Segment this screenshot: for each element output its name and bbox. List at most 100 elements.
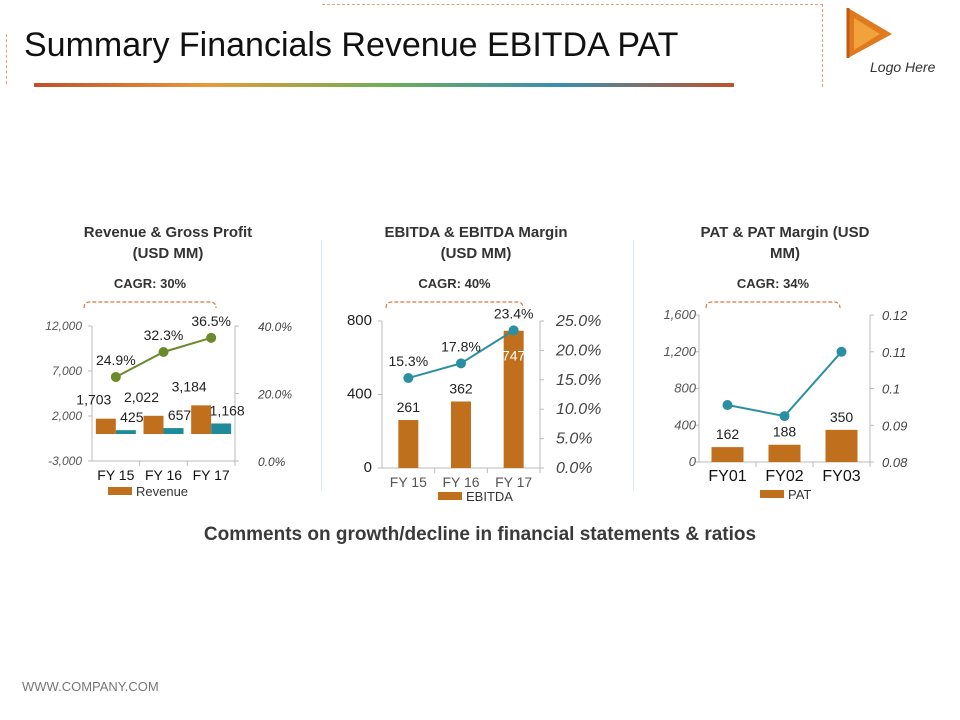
bar-value-label: 1,703 [76,392,111,408]
revenue-chart: Revenue & Gross Profit (USD MM) CAGR: 30% 1… [20,218,310,523]
y2-tick-label: 0.1 [882,382,900,397]
chart-title: MM) [770,245,800,262]
bar-value-label: 425 [120,409,144,425]
y-tick-label: 1,600 [663,307,696,322]
y-tick-label: 12,000 [45,319,82,333]
y-tick-label: 2,000 [51,409,82,423]
bar [503,330,524,468]
y2-tick-label: 0.11 [882,345,906,360]
y-tick-label: 0 [364,459,372,476]
bar-value-label: 1,168 [210,402,245,418]
pat-chart: PAT & PAT Margin (USD MM) CAGR: 34% 1,600 1,… [640,218,940,523]
title-underline [34,83,734,87]
y2-tick-label: 20.0% [555,342,601,359]
x-tick-label: FY 15 [97,467,134,483]
margin-point [836,346,847,357]
y2-tick-label: 40.0% [258,320,292,334]
margin-point [456,358,466,369]
cagr-label: CAGR: 30% [114,276,187,291]
margin-label: 36.5% [191,313,231,329]
x-tick-label: FY 17 [193,467,230,483]
bar-value-label: 261 [397,399,421,415]
y-tick-label: 1,200 [663,344,696,359]
legend-label: Revenue [136,484,188,499]
header-frame-left [6,34,9,84]
legend-swatch [760,490,784,498]
chart-title: (USD MM) [133,245,204,262]
bar [711,447,744,462]
margin-point [403,373,414,384]
x-tick-label: FY 15 [390,474,427,490]
y-tick-label: 0 [689,454,697,469]
bar-value-label: 188 [773,424,797,440]
bar-value-label: 747 [502,348,526,364]
footer-url: WWW.COMPANY.COM [22,679,159,694]
bar [163,428,184,434]
chart-title: Revenue & Gross Profit [84,224,252,241]
pat-chart-svg: PAT & PAT Margin (USD MM) CAGR: 34% 1,600 1,… [663,224,908,502]
cagr-label: CAGR: 34% [737,276,810,291]
bar-value-label: 657 [168,407,192,423]
x-tick-label: FY 17 [495,474,532,490]
margin-point [779,411,790,422]
y2-tick-label: 0.0% [258,455,286,469]
margin-point [508,325,519,336]
bar-value-label: 350 [830,409,854,425]
y-tick-label: 400 [674,417,696,432]
bar [115,430,136,434]
chart-divider [633,240,634,490]
y2-tick-label: 25.0% [555,313,601,330]
bar [398,420,419,468]
revenue-chart-svg: Revenue & Gross Profit (USD MM) CAGR: 30% 1… [45,224,292,499]
logo-text: Logo Here [870,59,936,75]
y2-tick-label: 0.12 [882,308,908,323]
bar [191,405,212,434]
x-tick-label: FY01 [708,468,746,485]
bar [451,401,471,468]
comment-text: Comments on growth/decline in financial … [203,524,757,545]
bar-value-label: 362 [449,380,473,396]
margin-label: 24.9% [96,352,136,368]
legend-swatch [438,492,462,500]
y2-tick-label: 5.0% [556,431,592,448]
bar [768,444,801,462]
bar [825,429,858,462]
margin-point [158,346,169,357]
margin-label: 32.3% [144,327,184,343]
legend-swatch [108,487,132,495]
y2-tick-label: 10.0% [556,401,601,418]
bar [95,418,116,434]
cagr-brace [385,301,524,309]
logo-icon [846,8,892,58]
bar [143,415,164,434]
chart-title: EBITDA & EBITDA Margin [384,224,567,241]
margin-line [727,351,843,418]
chart-divider [321,240,322,490]
cagr-label: CAGR: 40% [418,276,491,291]
y-tick-label: 800 [347,312,372,329]
cagr-brace [705,301,841,309]
margin-point [206,332,217,343]
legend-label: EBITDA [466,489,513,504]
bar-value-label: 2,022 [124,389,159,405]
x-tick-label: FY 16 [442,474,479,490]
margin-label: 23.4% [494,305,534,321]
margin-label: 17.8% [441,338,481,354]
y-tick-label: -3,000 [48,454,82,468]
x-tick-label: FY 16 [145,467,182,483]
bar [211,423,232,434]
ebitda-chart: EBITDA & EBITDA Margin (USD MM) CAGR: 40% 8… [330,218,630,523]
y2-tick-label: 20.0% [257,388,292,402]
ebitda-chart-svg: EBITDA & EBITDA Margin (USD MM) CAGR: 40% 8… [347,224,601,504]
y2-tick-label: 0.0% [556,460,592,477]
chart-title: PAT & PAT Margin (USD [701,224,870,241]
x-tick-label: FY03 [822,468,860,485]
y2-tick-label: 0.09 [882,418,907,433]
x-tick-label: FY02 [765,468,803,485]
margin-point [110,371,121,382]
bar-value-label: 162 [716,426,740,442]
legend-label: PAT [788,487,811,502]
margin-point [722,400,733,411]
bar-value-label: 3,184 [172,378,207,394]
y2-tick-label: 0.08 [882,455,908,470]
